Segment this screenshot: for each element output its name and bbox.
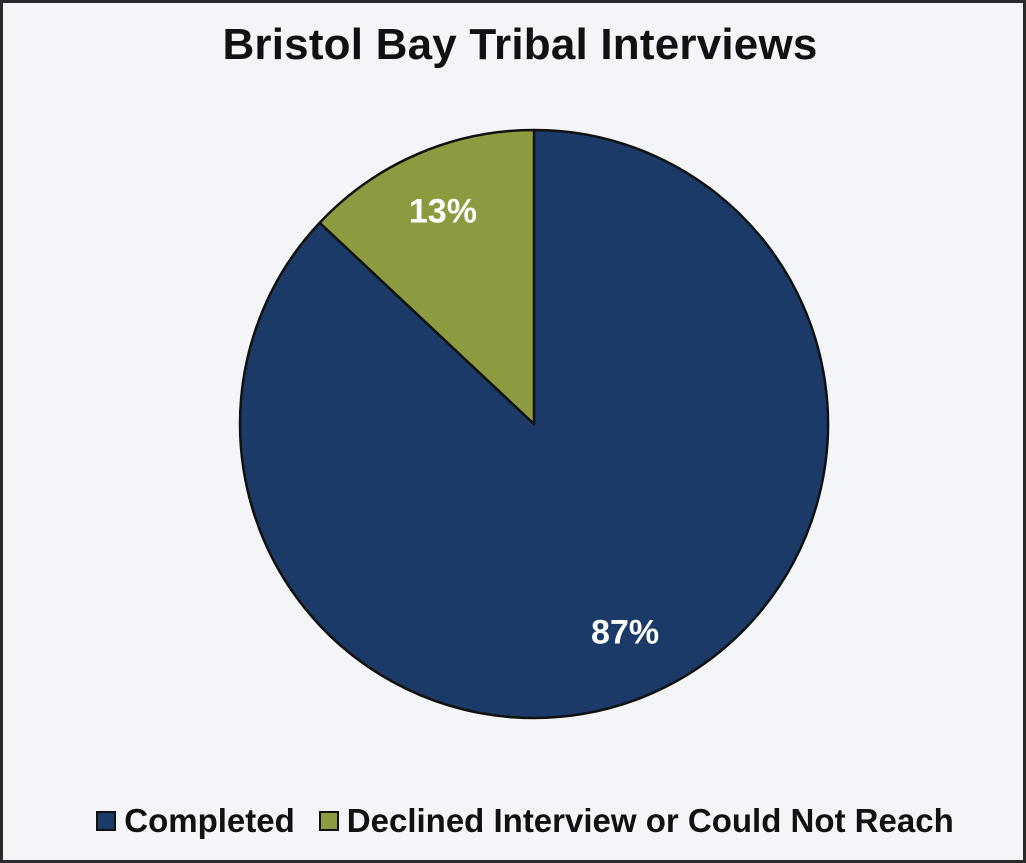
data-label-87-percent: 87%	[591, 613, 659, 651]
legend-item-declined: Declined Interview or Could Not Reach	[318, 802, 954, 840]
legend-item-completed: Completed	[96, 802, 295, 840]
legend-label-declined: Declined Interview or Could Not Reach	[346, 802, 954, 839]
legend-swatch-declined	[318, 811, 339, 831]
legend-label-completed: Completed	[124, 802, 295, 839]
legend: Completed Declined Interview or Could No…	[0, 802, 1026, 840]
data-label-13-percent: 13%	[409, 193, 477, 231]
pie-slice-declined-interview-or-could-not-reach	[318, 128, 536, 426]
legend-swatch-completed	[96, 811, 117, 831]
chart-title: Bristol Bay Tribal Interviews	[222, 20, 818, 69]
